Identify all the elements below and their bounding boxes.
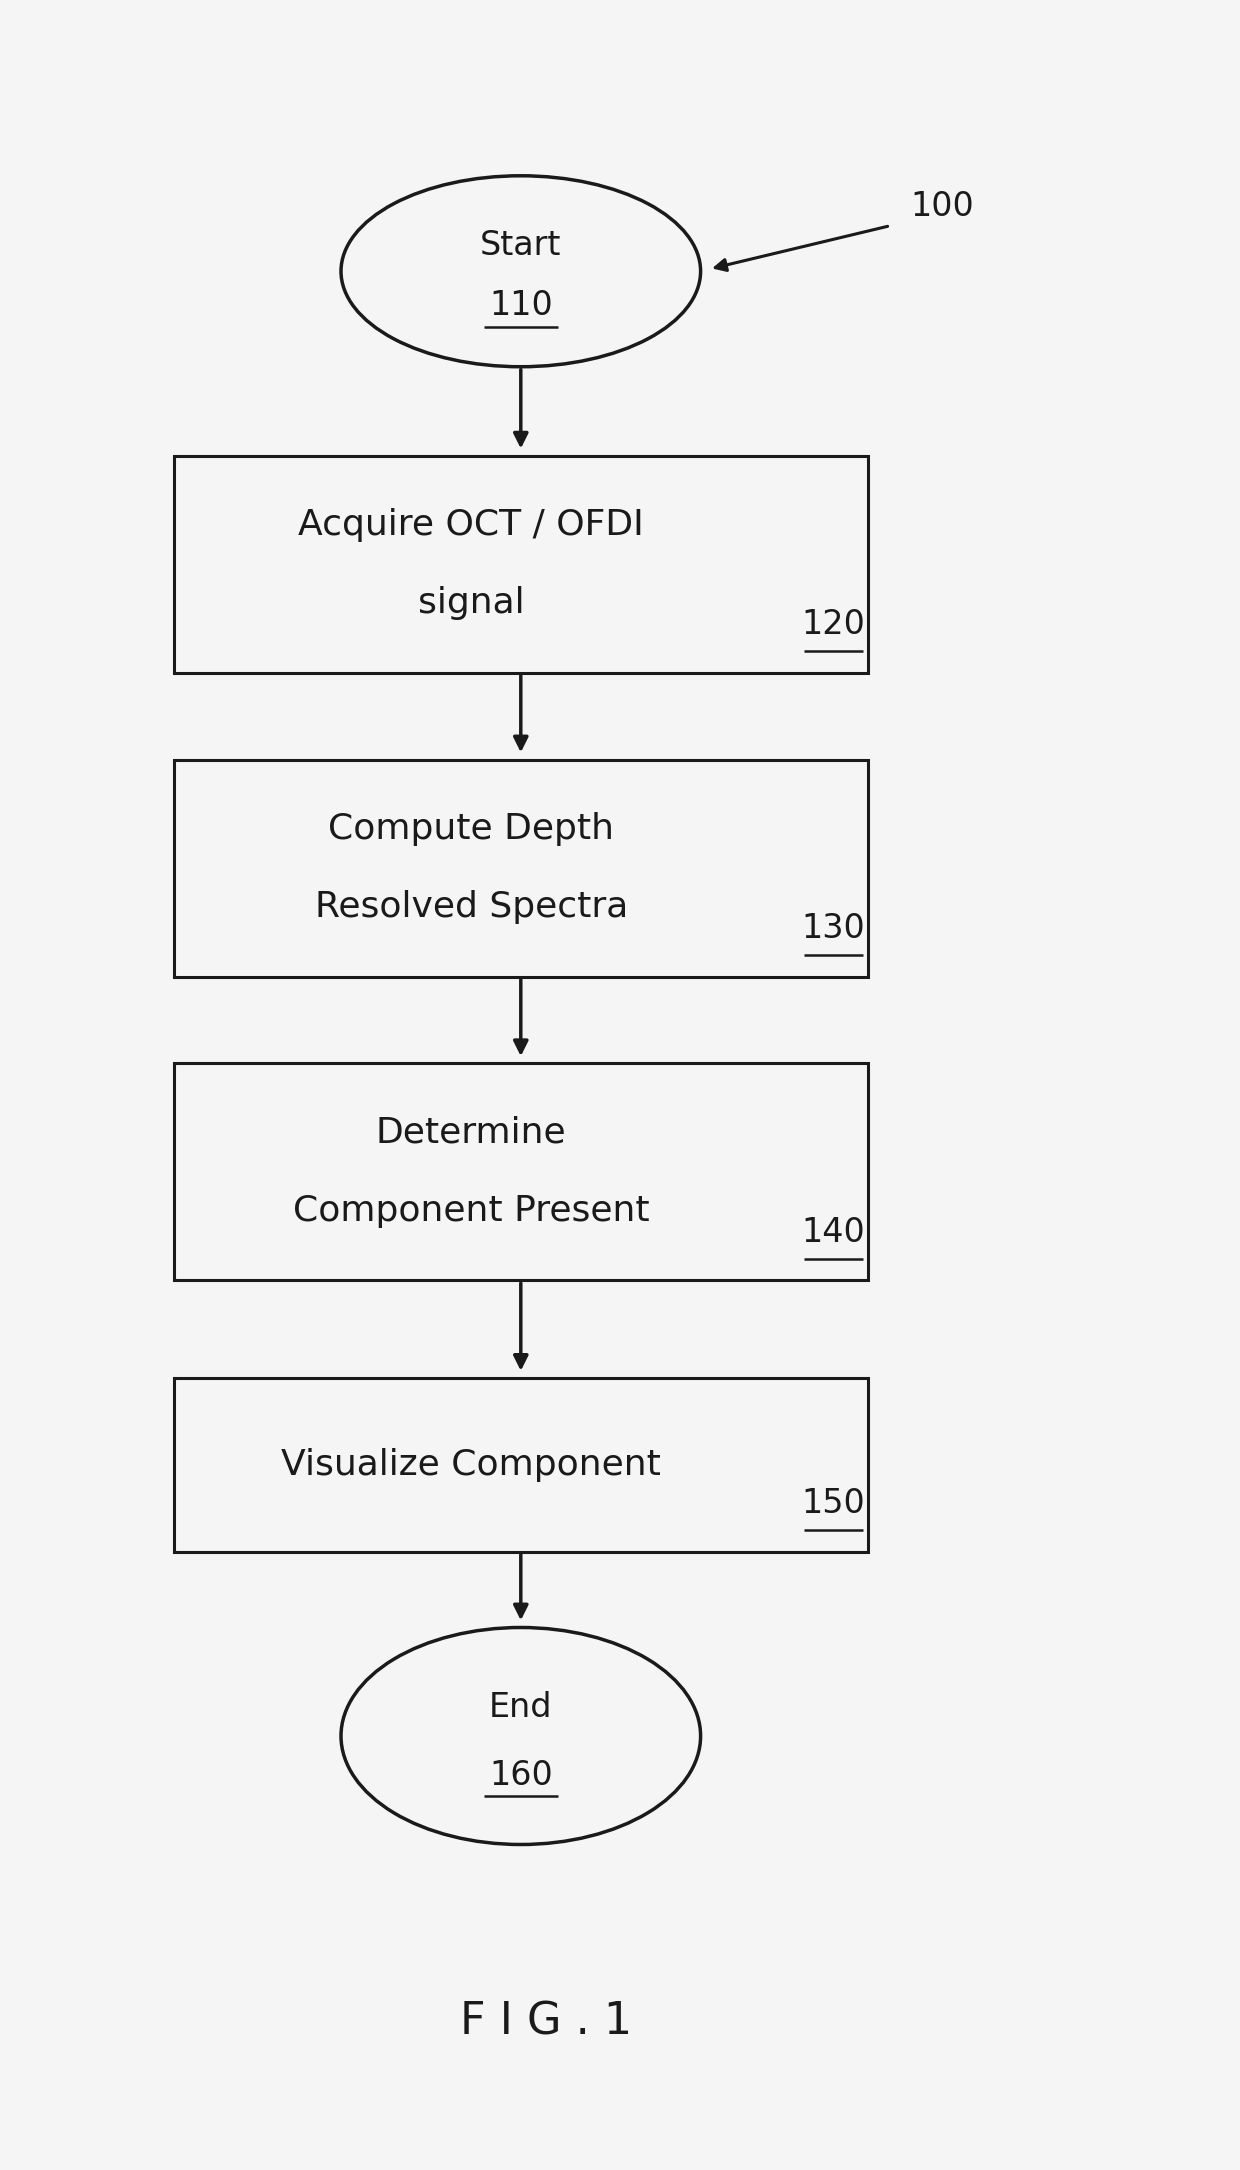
FancyBboxPatch shape [174,1063,868,1280]
Text: 110: 110 [489,289,553,323]
Text: End: End [489,1690,553,1725]
Text: 120: 120 [801,608,866,642]
Text: Visualize Component: Visualize Component [281,1447,661,1482]
Text: F I G . 1: F I G . 1 [460,2001,631,2044]
Text: 100: 100 [910,189,975,224]
Ellipse shape [341,176,701,367]
Text: 160: 160 [489,1758,553,1792]
Ellipse shape [341,1628,701,1844]
Text: Compute Depth: Compute Depth [329,812,614,846]
FancyBboxPatch shape [174,456,868,673]
FancyBboxPatch shape [174,1378,868,1552]
Text: Determine: Determine [376,1115,567,1150]
Text: 140: 140 [801,1215,866,1250]
Text: Acquire OCT / OFDI: Acquire OCT / OFDI [299,508,644,542]
Text: Component Present: Component Present [293,1194,650,1228]
Text: Start: Start [480,228,562,263]
Text: 130: 130 [801,911,866,946]
FancyBboxPatch shape [174,760,868,977]
Text: Resolved Spectra: Resolved Spectra [315,890,627,924]
Text: 150: 150 [801,1486,866,1521]
Text: signal: signal [418,586,525,621]
